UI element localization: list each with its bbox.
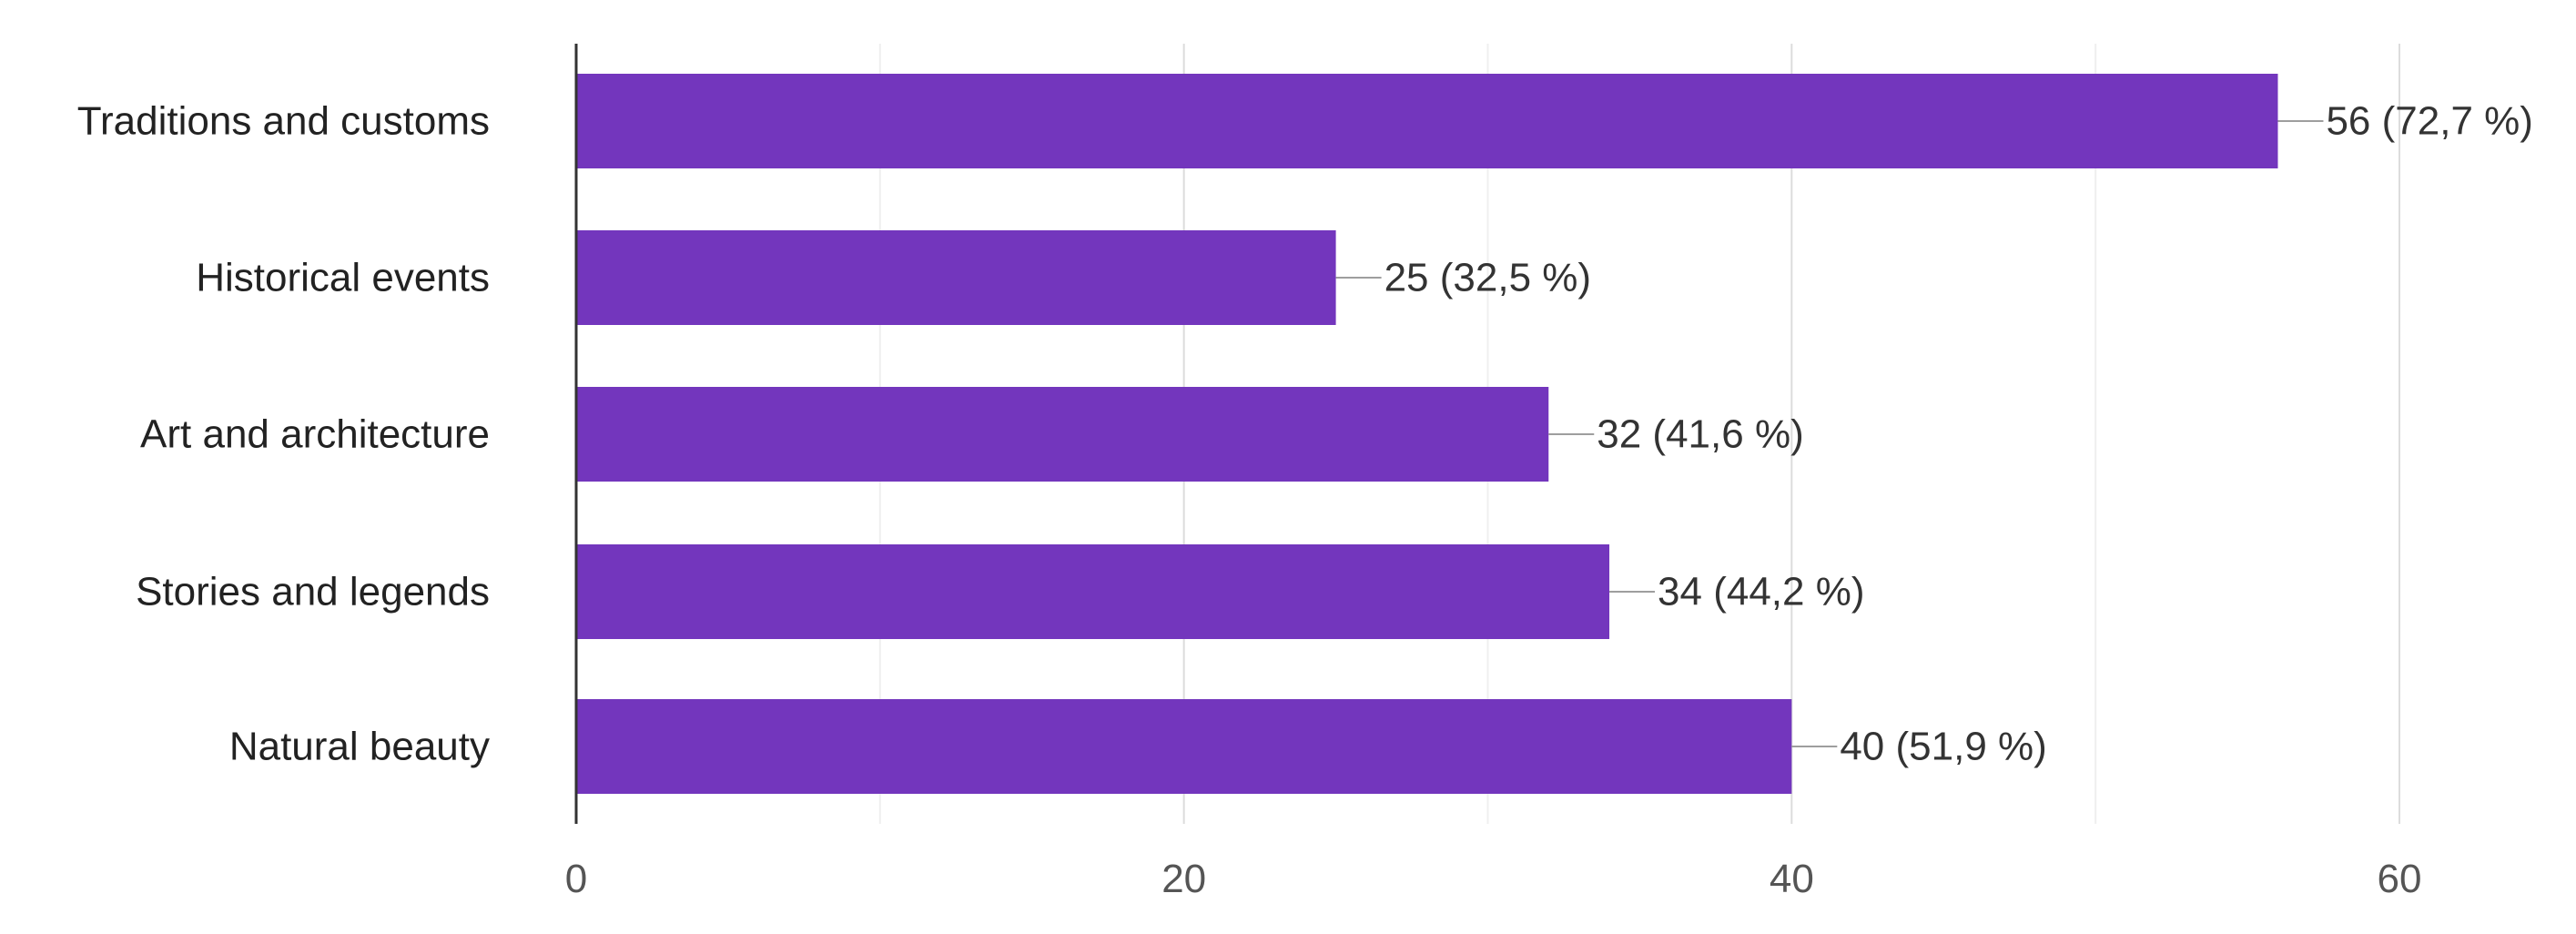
x-axis-ticks: 0 20 40 60 bbox=[565, 857, 2422, 901]
x-tick-label: 40 bbox=[1770, 857, 1814, 901]
bar-value-label: 40 (51,9 %) bbox=[1840, 725, 2046, 769]
bars bbox=[576, 74, 2278, 794]
category-label: Natural beauty bbox=[229, 725, 490, 769]
bar-value-label: 56 (72,7 %) bbox=[2326, 99, 2532, 144]
bar bbox=[576, 74, 2278, 168]
category-label: Historical events bbox=[196, 256, 490, 300]
bar bbox=[576, 387, 1549, 482]
category-label: Stories and legends bbox=[136, 570, 490, 614]
data-labels: 56 (72,7 %) 25 (32,5 %) 32 (41,6 %) 34 (44,… bbox=[1384, 99, 2533, 769]
bar-value-label: 32 (41,6 %) bbox=[1597, 412, 1803, 457]
category-label: Art and architecture bbox=[140, 412, 490, 457]
x-tick-label: 20 bbox=[1161, 857, 1206, 901]
bar-value-label: 34 (44,2 %) bbox=[1658, 570, 1864, 614]
bar-value-label: 25 (32,5 %) bbox=[1384, 256, 1591, 300]
leader-lines bbox=[1335, 120, 2324, 747]
category-labels: Traditions and customs Historical events A… bbox=[77, 99, 490, 769]
bar bbox=[576, 544, 1610, 639]
bar bbox=[576, 230, 1336, 325]
bar bbox=[576, 699, 1792, 794]
x-tick-label: 60 bbox=[2378, 857, 2422, 901]
x-tick-label: 0 bbox=[565, 857, 587, 901]
category-label: Traditions and customs bbox=[77, 99, 490, 144]
